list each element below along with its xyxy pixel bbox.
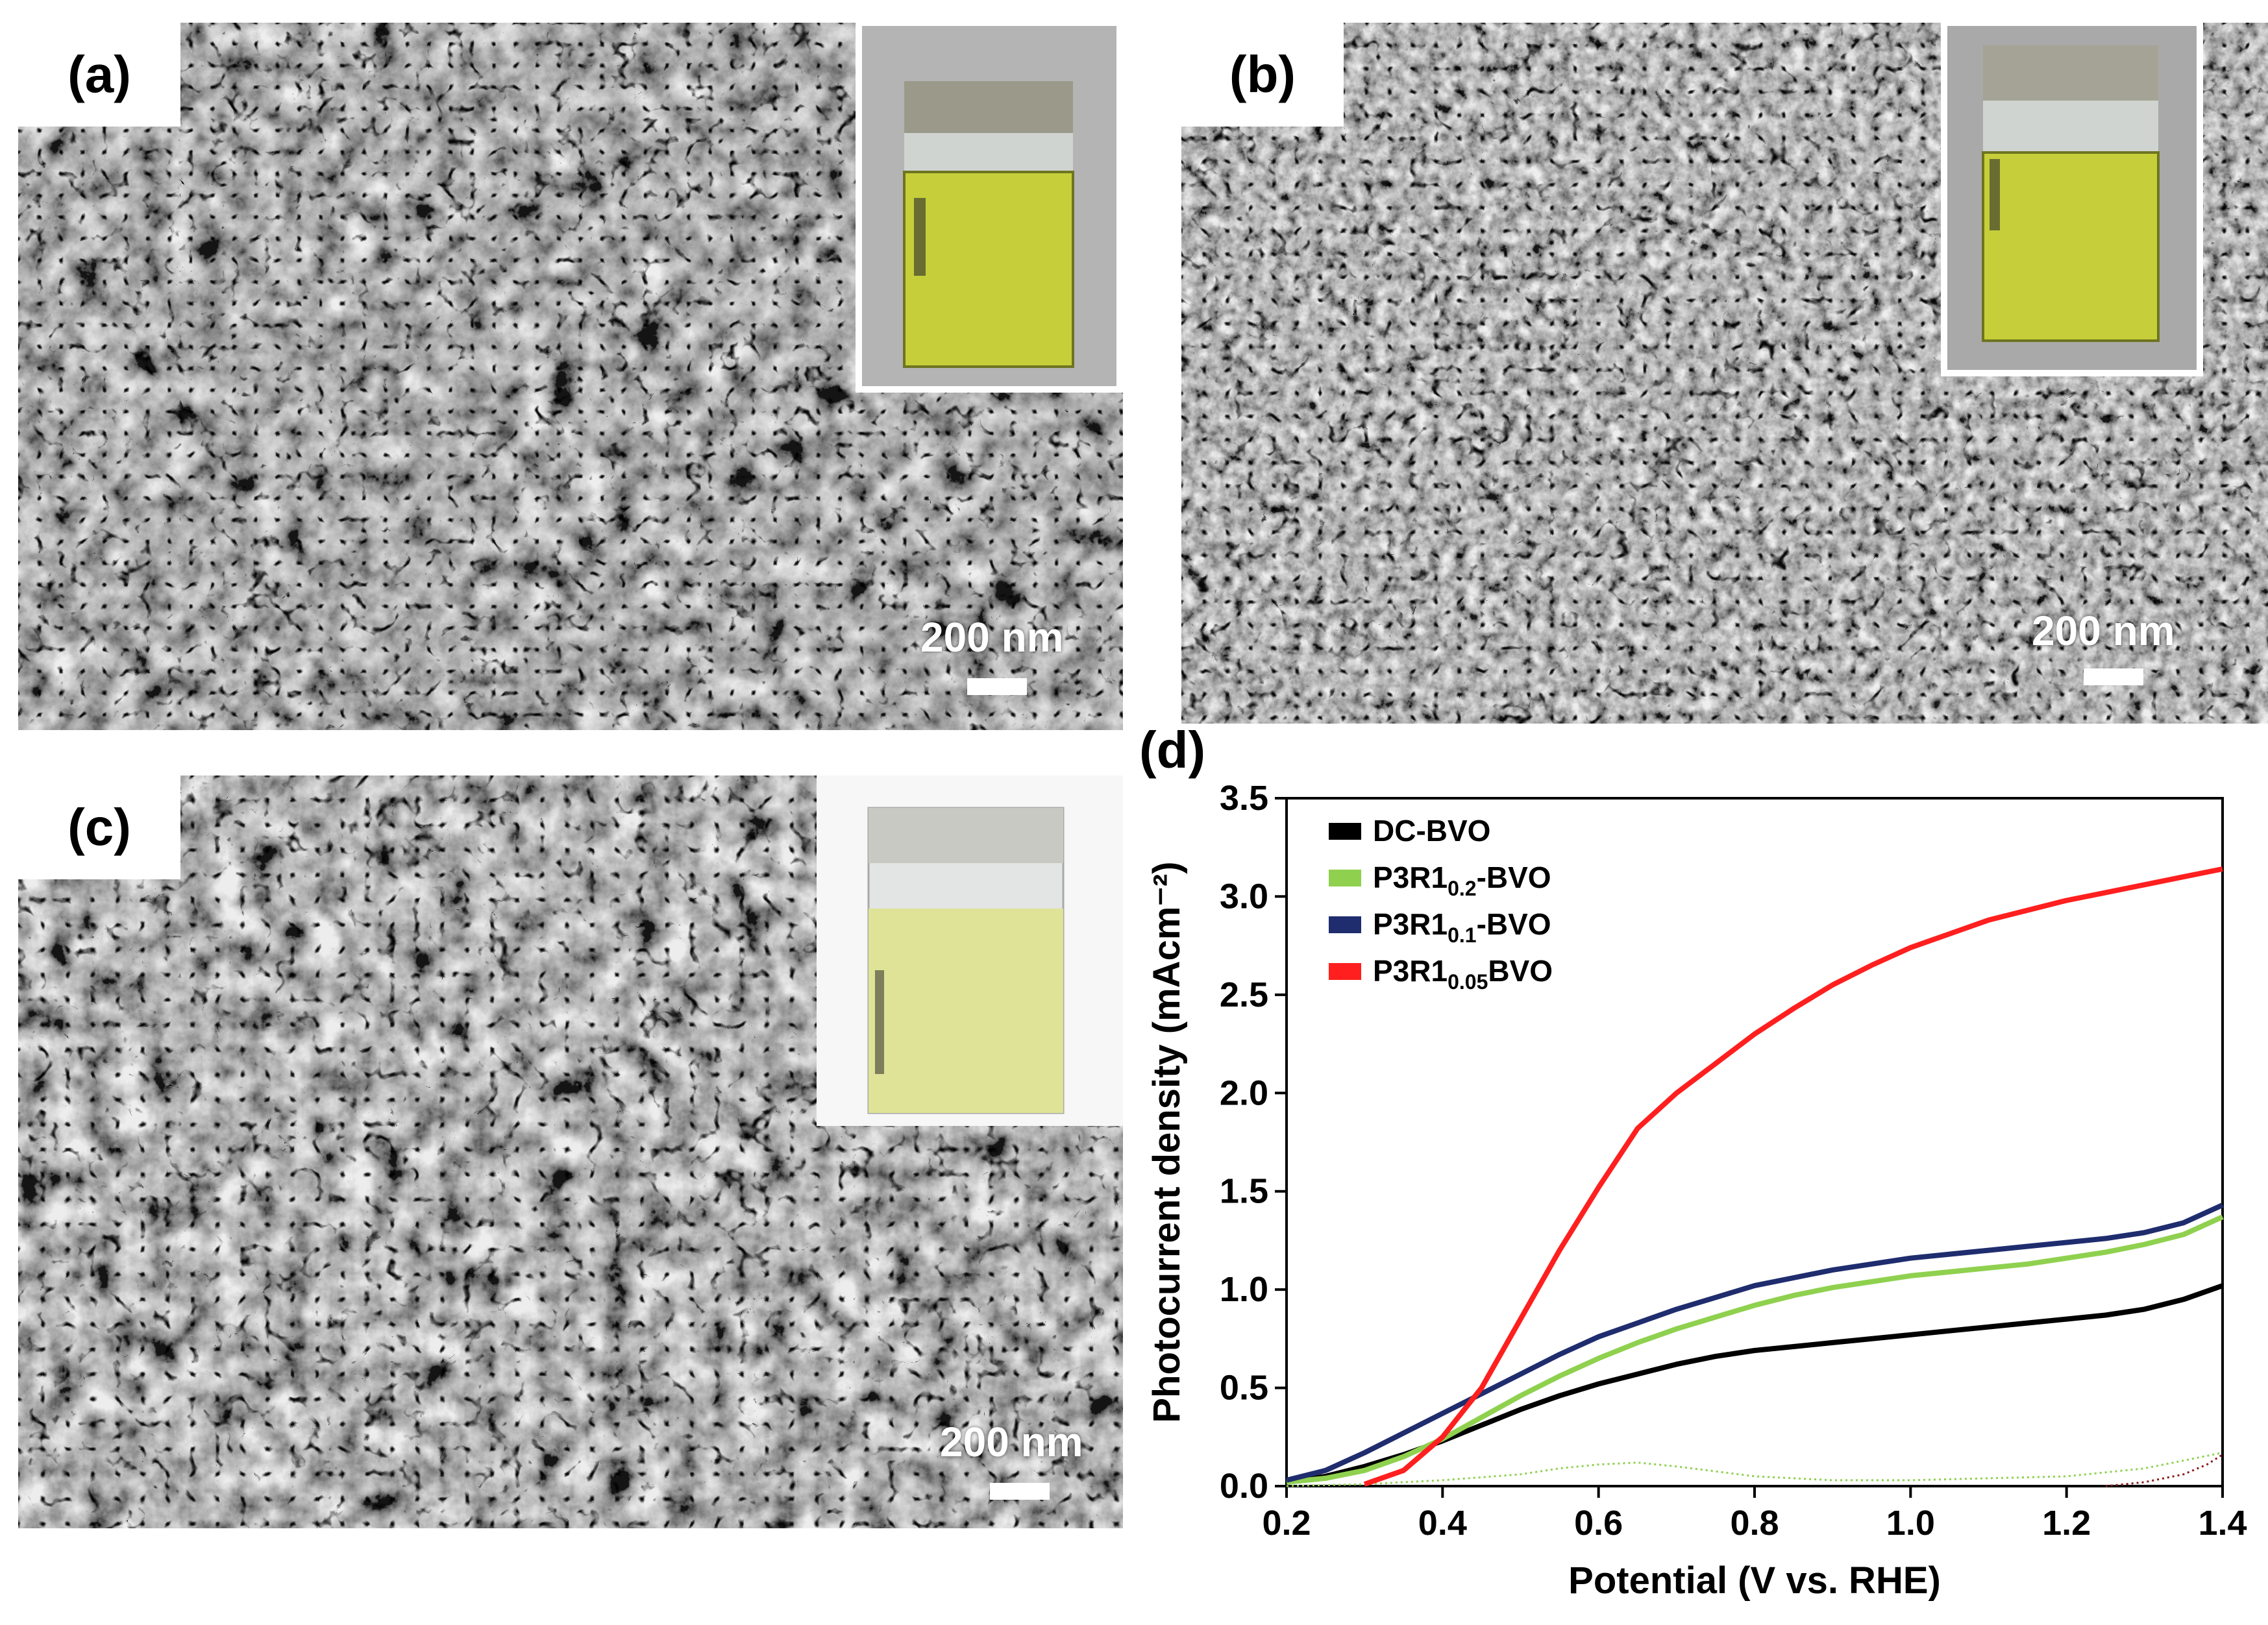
- legend-swatch-0: [1329, 823, 1361, 840]
- series-line-3: [1363, 866, 2223, 1487]
- x-tick-label-1: 0.4: [1418, 1504, 1467, 1543]
- sem-image-c: (c) 200 nm: [18, 776, 1123, 1528]
- y-tick-label-3: 1.5: [1220, 1172, 1268, 1211]
- panel-label-a: (a): [18, 23, 180, 127]
- legend-label-2: P3R10.1-BVO: [1373, 907, 1551, 947]
- legend-swatch-2: [1329, 916, 1361, 933]
- sample-photo-inset-c: [817, 776, 1123, 1126]
- dark-current-line-1: [2105, 1454, 2223, 1487]
- panel-label-d: (d): [1139, 721, 1206, 779]
- sem-image-b: (b) 200 nm: [1181, 23, 2268, 724]
- scale-bar-c: [990, 1483, 1050, 1500]
- scale-bar-b: [2084, 668, 2143, 685]
- panel-label-c: (c): [18, 776, 180, 879]
- series-line-2: [1286, 1203, 2224, 1483]
- x-axis-label: Potential (V vs. RHE): [1568, 1559, 1941, 1602]
- y-tick-label-5: 2.5: [1220, 975, 1268, 1014]
- x-tick-label-3: 0.8: [1730, 1504, 1779, 1543]
- scale-bar-a: [967, 678, 1027, 695]
- sample-photo-c: [817, 776, 1123, 1126]
- scale-bar-label-b: 200 nm: [2032, 607, 2175, 654]
- y-tick-label-0: 0.0: [1220, 1467, 1268, 1506]
- y-tick-label-1: 0.5: [1220, 1369, 1268, 1408]
- legend-swatch-1: [1329, 870, 1361, 886]
- y-axis-label: Photocurrent density (mAcm⁻²): [1146, 861, 1188, 1423]
- y-tick-label-2: 1.0: [1220, 1270, 1268, 1309]
- y-tick-label-7: 3.5: [1220, 779, 1268, 818]
- legend-swatch-3: [1329, 963, 1361, 980]
- photocurrent-chart: 0.2 0.4 0.6 0.8 1.0 1.2 1.4 0.0 0.5 1.0 1.5 2.0 2.5 3…: [1146, 779, 2247, 1602]
- x-tick-label-6: 1.4: [2198, 1504, 2247, 1543]
- scale-bar-label-c: 200 nm: [940, 1419, 1083, 1465]
- x-tick-label-4: 1.0: [1886, 1504, 1935, 1543]
- dark-current-line-0: [1286, 1452, 2223, 1487]
- sample-photo-inset-a: [856, 23, 1123, 393]
- sample-photo-b: [1947, 26, 2197, 370]
- x-tick-label-2: 0.6: [1574, 1504, 1623, 1543]
- legend-label-3: P3R10.05BVO: [1373, 954, 1553, 994]
- legend-label-1: P3R10.2-BVO: [1373, 861, 1551, 900]
- scale-bar-label-a: 200 nm: [920, 614, 1064, 661]
- x-tick-label-0: 0.2: [1262, 1504, 1311, 1543]
- x-tick-label-5: 1.2: [2042, 1504, 2091, 1543]
- panel-label-b: (b): [1181, 23, 1344, 127]
- sample-photo-inset-b: [1941, 23, 2203, 376]
- sample-photo-a: [862, 26, 1116, 386]
- sem-image-a: (a) 200 nm: [18, 23, 1123, 730]
- plot-frame: [1285, 797, 2224, 1487]
- y-tick-label-6: 3.0: [1220, 877, 1268, 916]
- legend-label-0: DC-BVO: [1373, 814, 1490, 848]
- y-tick-label-4: 2.0: [1220, 1073, 1268, 1112]
